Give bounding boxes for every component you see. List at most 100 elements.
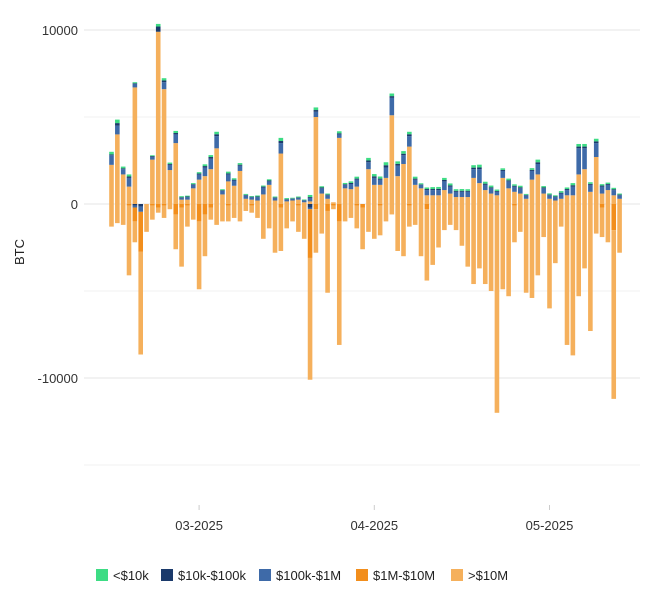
bar-segment-outflow bbox=[179, 207, 184, 267]
bar-segment-inflow bbox=[132, 83, 138, 84]
bar-segment-inflow bbox=[272, 197, 278, 201]
bar-segment-inflow bbox=[418, 184, 424, 185]
bar-segment-inflow bbox=[558, 191, 564, 193]
bar-segment-outflow bbox=[296, 204, 301, 206]
bar-segment-outflow bbox=[190, 204, 196, 220]
bar-segment-inflow bbox=[412, 176, 418, 179]
bar-segment-outflow bbox=[599, 207, 605, 238]
bar-segment-inflow bbox=[208, 158, 214, 170]
bar-segment-inflow bbox=[290, 198, 295, 201]
bar-segment-outflow bbox=[494, 204, 500, 413]
bar-segment-outflow bbox=[313, 209, 319, 253]
bar-segment-inflow bbox=[220, 189, 225, 191]
bar-segment-outflow bbox=[208, 207, 214, 220]
bar-segment-outflow bbox=[377, 204, 383, 206]
bar-segment-inflow bbox=[167, 170, 173, 204]
bar-segment-inflow bbox=[272, 197, 278, 198]
bar-segment-inflow bbox=[307, 197, 313, 198]
bar-segment-inflow bbox=[173, 143, 179, 204]
bar-segment-inflow bbox=[325, 195, 330, 199]
bar-segment-inflow bbox=[348, 181, 354, 183]
bar-segment-outflow bbox=[523, 204, 529, 293]
bar-segment-inflow bbox=[395, 176, 400, 204]
bar-segment-outflow bbox=[173, 214, 179, 250]
bar-segment-inflow bbox=[226, 181, 231, 204]
bar-segment-inflow bbox=[494, 191, 500, 196]
bar-segment-outflow bbox=[138, 206, 143, 212]
bar-segment-outflow bbox=[582, 204, 587, 269]
x-axis-ticks: 03-2025 04-2025 05-2025 bbox=[175, 505, 573, 533]
bar-segment-inflow bbox=[377, 184, 383, 204]
bar-segment-inflow bbox=[593, 157, 599, 204]
bar-segment-inflow bbox=[120, 166, 126, 169]
bar-segment-inflow bbox=[226, 171, 231, 174]
bar-segment-outflow bbox=[488, 204, 494, 291]
bar-segment-outflow bbox=[226, 205, 231, 222]
bar-segment-inflow bbox=[477, 164, 482, 168]
bar-segment-inflow bbox=[185, 199, 190, 204]
bar-segment-inflow bbox=[120, 168, 126, 170]
bar-segment-inflow bbox=[465, 189, 471, 191]
bar-segment-inflow bbox=[255, 200, 260, 204]
bar-segment-inflow bbox=[605, 184, 611, 191]
bar-segment-inflow bbox=[611, 195, 617, 204]
bar-segment-inflow bbox=[167, 164, 173, 171]
bar-segment-inflow bbox=[109, 154, 114, 156]
bar-segment-inflow bbox=[442, 190, 447, 204]
bar-segment-inflow bbox=[500, 170, 506, 178]
bar-segment-inflow bbox=[313, 110, 319, 112]
bar-segment-outflow bbox=[331, 205, 336, 210]
bar-segment-inflow bbox=[179, 197, 184, 198]
bar-segment-inflow bbox=[272, 196, 278, 198]
bar-segment-inflow bbox=[582, 146, 587, 149]
bar-segment-inflow bbox=[319, 187, 325, 189]
bar-segment-inflow bbox=[407, 134, 412, 137]
bar-segment-inflow bbox=[161, 82, 167, 90]
bar-segment-outflow bbox=[599, 204, 605, 208]
bar-segment-inflow bbox=[465, 191, 471, 198]
bar-segment-inflow bbox=[518, 193, 523, 204]
bar-segment-inflow bbox=[377, 178, 383, 180]
bar-segment-inflow bbox=[535, 162, 541, 164]
bar-segment-inflow bbox=[541, 186, 546, 188]
bar-segment-inflow bbox=[255, 197, 260, 201]
bar-segment-outflow bbox=[115, 204, 120, 224]
bar-segment-inflow bbox=[547, 194, 552, 196]
bar-segment-inflow bbox=[202, 176, 208, 204]
bar-segment-inflow bbox=[564, 189, 570, 191]
bar-segment-inflow bbox=[126, 177, 132, 187]
bar-segment-inflow bbox=[582, 148, 587, 170]
bar-segment-inflow bbox=[599, 185, 605, 187]
bar-segment-inflow bbox=[284, 198, 289, 200]
bar-segment-outflow bbox=[541, 204, 546, 238]
bar-segment-inflow bbox=[255, 196, 260, 198]
bar-segment-inflow bbox=[214, 134, 219, 137]
bar-segment-inflow bbox=[115, 134, 120, 204]
bar-segment-inflow bbox=[430, 190, 435, 196]
bar-segment-inflow bbox=[506, 178, 511, 181]
bar-segment-inflow bbox=[342, 184, 348, 185]
bar-segment-inflow bbox=[348, 189, 354, 204]
bar-segment-inflow bbox=[401, 155, 406, 164]
bar-segment-outflow bbox=[512, 204, 517, 206]
legend-label: $1M-$10M bbox=[373, 568, 435, 583]
bar-segment-inflow bbox=[278, 153, 284, 204]
bar-segment-inflow bbox=[593, 138, 599, 142]
bar-segment-inflow bbox=[290, 200, 295, 204]
bar-segment-outflow bbox=[272, 204, 278, 253]
bar-segment-inflow bbox=[518, 185, 523, 188]
bar-segment-outflow bbox=[120, 204, 126, 225]
bar-segment-inflow bbox=[296, 199, 301, 204]
bar-segment-inflow bbox=[366, 162, 371, 170]
bar-segment-inflow bbox=[249, 197, 254, 200]
x-tick-label: 04-2025 bbox=[350, 518, 398, 533]
bar-segment-inflow bbox=[529, 179, 535, 204]
bar-segment-outflow bbox=[109, 204, 114, 227]
bar-segment-inflow bbox=[611, 189, 617, 191]
bar-segment-outflow bbox=[208, 204, 214, 208]
bar-segment-inflow bbox=[249, 199, 254, 204]
bar-segment-inflow bbox=[430, 187, 435, 190]
bar-segment-outflow bbox=[588, 204, 593, 332]
bar-segment-inflow bbox=[173, 133, 179, 135]
